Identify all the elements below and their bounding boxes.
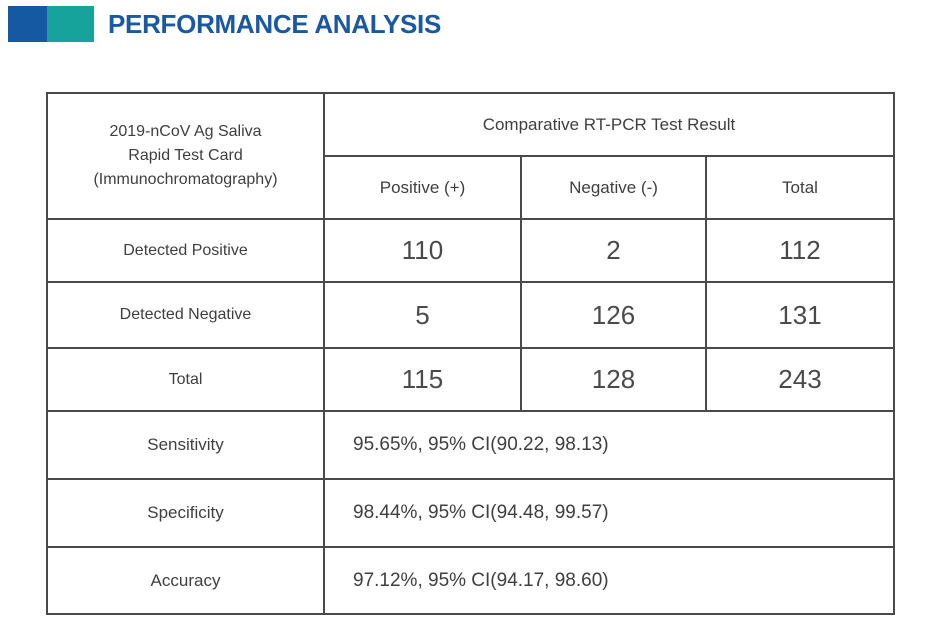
cell-total-total: 243	[705, 347, 895, 412]
cell-detected-positive-positive: 110	[323, 218, 522, 283]
cell-total-positive: 115	[323, 347, 522, 412]
performance-table: 2019-nCoV Ag Saliva Rapid Test Card (Imm…	[46, 92, 895, 615]
logo-mark	[8, 6, 94, 42]
group-header-cell: Comparative RT-PCR Test Result	[323, 92, 895, 157]
metric-label-specificity: Specificity	[46, 478, 325, 548]
corner-header-cell: 2019-nCoV Ag Saliva Rapid Test Card (Imm…	[46, 92, 325, 220]
metric-value-accuracy: 97.12%, 95% CI(94.17, 98.60)	[323, 546, 895, 615]
corner-header-line1: 2019-nCoV Ag Saliva	[109, 123, 262, 140]
table-row-column-headers: Positive (+) Negative (-) Total	[47, 155, 895, 220]
row-label-total: Total	[46, 347, 325, 412]
table-row-detected-positive: Detected Positive 110 2 112	[46, 218, 895, 283]
column-header-negative: Negative (-)	[520, 155, 707, 220]
logo-square-teal-icon	[47, 6, 94, 42]
row-label-detected-positive: Detected Positive	[46, 218, 325, 283]
column-header-positive: Positive (+)	[323, 155, 522, 220]
cell-detected-negative-positive: 5	[323, 281, 522, 349]
cell-detected-negative-negative: 126	[520, 281, 707, 349]
column-header-total: Total	[705, 155, 895, 220]
cell-total-negative: 128	[520, 347, 707, 412]
corner-header-line3: (Immunochromatography)	[93, 171, 278, 188]
metric-value-sensitivity: 95.65%, 95% CI(90.22, 98.13)	[323, 410, 895, 480]
metric-label-accuracy: Accuracy	[46, 546, 325, 615]
cell-detected-negative-total: 131	[705, 281, 895, 349]
cell-detected-positive-negative: 2	[520, 218, 707, 283]
metric-label-sensitivity: Sensitivity	[46, 410, 325, 480]
logo-square-blue-icon	[8, 6, 47, 42]
metric-value-specificity: 98.44%, 95% CI(94.48, 99.57)	[323, 478, 895, 548]
table-row-detected-negative: Detected Negative 5 126 131	[46, 281, 895, 349]
table-row-total: Total 115 128 243	[46, 347, 895, 412]
page-title: PERFORMANCE ANALYSIS	[108, 9, 442, 39]
row-label-detected-negative: Detected Negative	[46, 281, 325, 349]
cell-detected-positive-total: 112	[705, 218, 895, 283]
corner-header-line2: Rapid Test Card	[128, 147, 243, 164]
table-row-specificity: Specificity 98.44%, 95% CI(94.48, 99.57)	[46, 478, 895, 548]
table-row-sensitivity: Sensitivity 95.65%, 95% CI(90.22, 98.13)	[46, 410, 895, 480]
table-row-group-header: 2019-nCoV Ag Saliva Rapid Test Card (Imm…	[46, 92, 895, 220]
table-row-accuracy: Accuracy 97.12%, 95% CI(94.17, 98.60)	[46, 546, 895, 615]
